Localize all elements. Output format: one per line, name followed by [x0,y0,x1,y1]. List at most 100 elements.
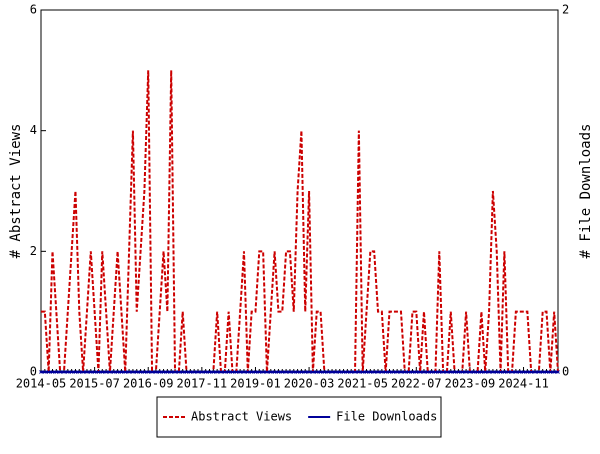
series-marker [299,370,304,374]
series-marker [249,370,254,374]
series-marker [536,370,541,374]
series-marker [62,370,66,374]
x-tick-label: 2015-07 [69,377,120,391]
series-marker [307,370,311,374]
series-marker [96,370,101,374]
legend-label: Abstract Views [191,410,292,424]
series-marker [399,370,403,374]
series-marker [311,370,315,374]
series-marker [487,370,491,374]
series-marker [253,370,258,374]
x-tick-label: 2024-11 [498,377,549,391]
series-marker [134,370,139,374]
series-marker [533,370,537,374]
series-marker [142,370,147,374]
series-marker [180,370,185,374]
series-marker [88,370,93,374]
y-tick-label: 6 [30,3,37,17]
series-marker [100,370,105,374]
series-marker [215,370,220,374]
series-marker [268,370,273,374]
series-marker [188,370,193,374]
series-marker [42,370,47,374]
series-marker [326,370,331,374]
series-marker [54,370,59,374]
x-tick-label: 2021-05 [337,377,388,391]
series-marker [353,370,357,374]
series-marker [471,370,476,374]
series-marker [456,370,461,374]
series-marker [165,370,170,374]
series-marker [50,370,55,374]
series-marker [314,370,319,374]
legend-box [156,396,442,438]
series-marker [291,370,296,374]
series-marker [73,370,78,374]
series-marker [425,370,430,374]
x-tick-label: 2016-09 [123,377,174,391]
series-line [41,70,559,373]
series-marker [58,370,63,374]
series-marker [242,370,246,374]
series-marker [104,370,108,374]
series-marker [288,370,292,374]
series-marker [192,370,197,374]
series-marker [92,370,97,374]
series-marker [387,370,392,374]
series-marker [521,370,526,374]
series-marker [123,370,128,374]
series-marker [406,370,411,374]
series-marker [368,370,373,374]
series-marker [77,370,82,374]
series-marker [46,370,51,374]
series-marker [108,370,112,374]
series-marker [364,370,369,374]
series-marker [464,370,468,374]
series-marker [410,370,415,374]
series-marker [39,370,43,374]
series-marker [81,370,85,374]
series-marker [157,370,162,374]
series-marker [115,370,120,374]
series-marker [211,370,216,374]
series-marker [345,370,350,374]
series-marker [448,370,453,374]
series-marker [418,370,422,374]
series-marker [429,370,434,374]
y2-axis-label: # File Downloads [578,124,594,259]
series-marker [257,370,262,374]
series-marker [529,370,534,374]
series-marker [556,370,560,374]
series-marker [272,370,277,374]
series-marker [65,370,70,374]
x-tick-label: 2019-01 [230,377,281,391]
series-marker [146,370,151,374]
series-marker [234,370,239,374]
series-marker [150,370,154,374]
series-marker [349,370,354,374]
series-marker [475,370,480,374]
series-marker [517,370,522,374]
legend-label: File Downloads [336,410,437,424]
series-marker [514,370,518,374]
y-tick-label: 4 [30,123,37,137]
series-marker [127,370,131,374]
series-marker [219,370,223,374]
series-marker [540,370,545,374]
y-tick-label: 2 [30,244,37,258]
series-marker [441,370,445,374]
series-marker [479,370,484,374]
series-marker [238,370,242,374]
x-tick-label: 2023-09 [445,377,496,391]
series-marker [261,370,265,374]
series-marker [414,370,419,374]
series-marker [265,370,269,374]
series-marker [131,370,135,374]
x-tick-label: 2020-03 [284,377,335,391]
series-marker [303,370,308,374]
series-marker [445,370,449,374]
series-marker [437,370,442,374]
y2-tick-label: 0 [562,365,569,379]
